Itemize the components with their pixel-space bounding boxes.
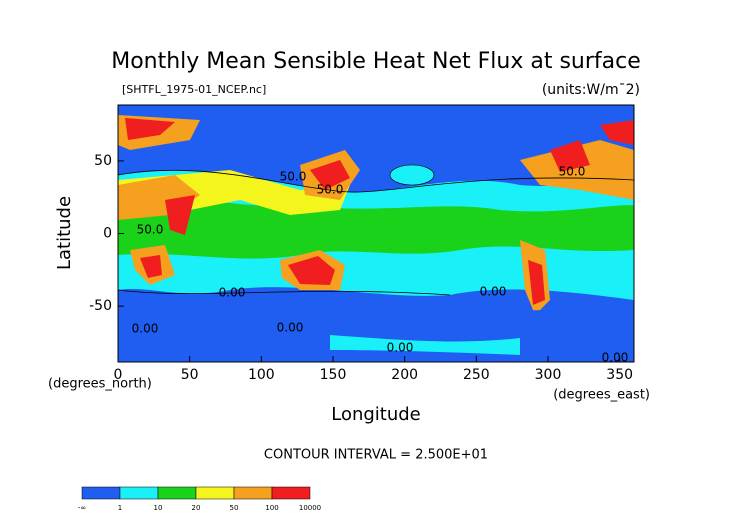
colorbar-label: 100 [265,504,278,512]
contour-label: 0.00 [602,351,629,365]
contour-label: 0.00 [277,321,304,335]
chart-title: Monthly Mean Sensible Heat Net Flux at s… [111,49,641,74]
y-tick-label: 0 [103,226,112,242]
x-tick-label: 150 [320,367,347,383]
x-tick-label: 50 [181,367,199,383]
contour-label: 50.0 [137,223,164,237]
x-tick-label: 100 [248,367,275,383]
colorbar-swatch [81,486,121,500]
y-unit: (degrees_north) [48,377,152,392]
colorbar-swatch [271,486,311,500]
colorbar-label: 50 [230,504,239,512]
x-tick-label: 0 [114,367,123,383]
x-axis-label: Longitude [331,404,421,425]
contour-label: 50.0 [559,165,586,179]
contour-label: 50.0 [317,183,344,197]
contour-label: 0.00 [387,341,414,355]
colorbar-swatch [233,486,273,500]
contour-label: 0.00 [219,286,246,300]
colorbar-swatch [195,486,235,500]
x-unit: (degrees_east) [553,388,650,403]
footer: CONTOUR INTERVAL = 2.500E+01 [264,448,488,463]
x-tick-label: 200 [391,367,418,383]
colorbar-label: 20 [192,504,201,512]
colorbar-label: -∞ [78,504,86,512]
contour-label: 0.00 [480,285,507,299]
y-tick-label: 50 [94,153,112,169]
contour-label: 0.00 [132,322,159,336]
colorbar-label: 1 [118,504,122,512]
y-axis-label: Latitude [54,196,75,270]
colorbar-label: 10 [154,504,163,512]
x-tick-label: 350 [606,367,633,383]
contour-field [118,105,634,362]
x-tick-label: 250 [463,367,490,383]
subtitle: [SHTFL_1975-01_NCEP.nc] [122,83,266,96]
colorbar-label: 10000 [299,504,321,512]
contour-label: 50.0 [280,170,307,184]
colorbar-swatch [119,486,159,500]
colorbar-swatch [157,486,197,500]
units: (units:W/m¯2) [542,82,640,98]
y-tick-label: -50 [89,298,112,314]
x-tick-label: 300 [535,367,562,383]
